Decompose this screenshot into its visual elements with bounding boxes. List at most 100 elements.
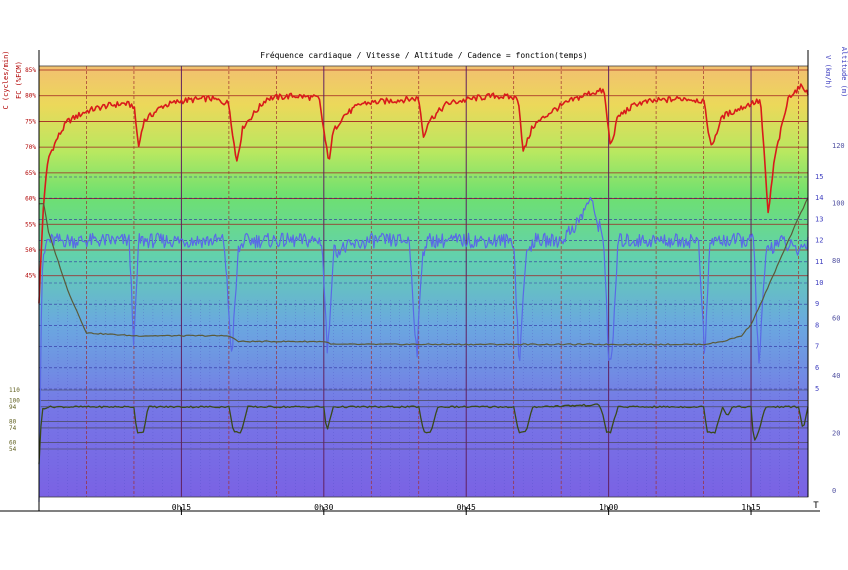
cadence-tick-label: 100 bbox=[9, 398, 20, 405]
speed-tick-label: 7 bbox=[815, 343, 819, 351]
data-point-hr bbox=[236, 162, 237, 163]
data-point-hr bbox=[390, 100, 391, 101]
data-point-speed bbox=[741, 240, 742, 241]
data-point-speed bbox=[231, 357, 232, 358]
data-point-hr bbox=[788, 95, 789, 96]
hr-tick-label: 80% bbox=[25, 93, 36, 100]
data-point-altitude bbox=[779, 260, 780, 261]
data-point-hr bbox=[48, 157, 49, 158]
data-point-speed bbox=[524, 261, 525, 262]
data-point-hr bbox=[209, 98, 210, 99]
data-point-altitude bbox=[428, 344, 429, 345]
data-point-hr bbox=[162, 105, 163, 106]
data-point-hr bbox=[518, 98, 519, 99]
data-point-hr bbox=[43, 198, 44, 199]
data-point-speed bbox=[710, 240, 711, 241]
data-point-altitude bbox=[133, 335, 134, 336]
data-point-speed bbox=[698, 240, 699, 241]
x-tick-label: 0h15 bbox=[172, 503, 191, 512]
data-point-hr bbox=[637, 103, 638, 104]
data-point-speed bbox=[798, 251, 799, 252]
data-point-hr bbox=[703, 100, 704, 101]
data-point-hr bbox=[418, 98, 419, 99]
data-point-speed bbox=[327, 357, 328, 358]
data-point-hr bbox=[342, 116, 343, 117]
data-point-speed bbox=[766, 251, 767, 252]
speed-tick-label: 10 bbox=[815, 279, 823, 287]
data-point-speed bbox=[138, 240, 139, 241]
data-point-altitude bbox=[703, 344, 704, 345]
data-point-speed bbox=[422, 251, 423, 252]
data-point-speed bbox=[519, 367, 520, 368]
hr-tick-label: 50% bbox=[25, 247, 36, 254]
data-point-hr bbox=[618, 116, 619, 117]
data-point-cadence bbox=[143, 432, 144, 433]
axes: 0h15 0h30 0h45 1h00 1h1545%50%55%60%65%70%75… bbox=[0, 50, 845, 515]
data-point-hr bbox=[803, 85, 804, 86]
data-point-cadence bbox=[599, 404, 600, 405]
hr-tick-label: 65% bbox=[25, 170, 36, 177]
data-point-cadence bbox=[418, 406, 419, 407]
data-point-speed bbox=[618, 240, 619, 241]
cadence-tick-label: 110 bbox=[9, 387, 20, 394]
data-point-cadence bbox=[148, 406, 149, 407]
data-point-cadence bbox=[326, 432, 327, 433]
data-point-hr bbox=[243, 126, 244, 127]
data-point-cadence bbox=[518, 432, 519, 433]
data-point-hr bbox=[655, 100, 656, 101]
cadence-tick-label: 54 bbox=[9, 446, 17, 453]
data-point-speed bbox=[171, 240, 172, 241]
data-point-speed bbox=[238, 251, 239, 252]
data-point-hr bbox=[774, 157, 775, 158]
chart-title: Fréquence cardiaque / Vitesse / Altitude… bbox=[260, 50, 588, 60]
data-point-speed bbox=[321, 240, 322, 241]
data-point-hr bbox=[494, 95, 495, 96]
data-point-cadence bbox=[133, 406, 134, 407]
data-point-altitude bbox=[608, 344, 609, 345]
data-point-cadence bbox=[601, 410, 602, 411]
data-point-hr bbox=[428, 121, 429, 122]
data-point-speed bbox=[133, 346, 134, 347]
series-line-speed bbox=[38, 196, 809, 503]
data-point-hr bbox=[532, 126, 533, 127]
data-point-hr bbox=[523, 152, 524, 153]
data-point-cadence bbox=[727, 416, 728, 417]
data-point-cadence bbox=[525, 432, 526, 433]
data-point-speed bbox=[580, 219, 581, 220]
data-point-speed bbox=[608, 357, 609, 358]
speed-axis-title: V (km/h) bbox=[824, 55, 832, 89]
data-point-hr bbox=[551, 111, 552, 112]
data-point-hr bbox=[295, 95, 296, 96]
hr-tick-label: 70% bbox=[25, 144, 36, 151]
data-point-altitude bbox=[67, 289, 68, 290]
data-point-speed bbox=[129, 240, 130, 241]
data-point-cadence bbox=[722, 406, 723, 407]
data-point-speed bbox=[224, 240, 225, 241]
altitude-tick-label: 100 bbox=[832, 200, 845, 208]
data-point-hr bbox=[86, 111, 87, 112]
data-point-cadence bbox=[610, 432, 611, 433]
data-point-cadence bbox=[423, 432, 424, 433]
data-point-speed bbox=[532, 240, 533, 241]
data-point-speed bbox=[416, 357, 417, 358]
hr-tick-label: 75% bbox=[25, 118, 36, 125]
data-point-altitude bbox=[741, 335, 742, 336]
x-tick-label: 1h15 bbox=[741, 503, 760, 512]
data-point-cadence bbox=[703, 406, 704, 407]
data-point-speed bbox=[86, 240, 87, 241]
data-point-hr bbox=[67, 121, 68, 122]
x-axis-end-label: T bbox=[813, 501, 819, 511]
hr-tick-label: 45% bbox=[25, 273, 36, 280]
data-point-hr bbox=[328, 162, 329, 163]
data-point-speed bbox=[589, 198, 590, 199]
data-point-cadence bbox=[430, 432, 431, 433]
data-point-speed bbox=[779, 240, 780, 241]
cadence-tick-label: 94 bbox=[9, 404, 17, 411]
data-point-hr bbox=[361, 103, 362, 104]
data-point-cadence bbox=[228, 406, 229, 407]
data-point-hr bbox=[610, 147, 611, 148]
data-point-cadence bbox=[323, 406, 324, 407]
altitude-tick-label: 0 bbox=[832, 487, 836, 495]
